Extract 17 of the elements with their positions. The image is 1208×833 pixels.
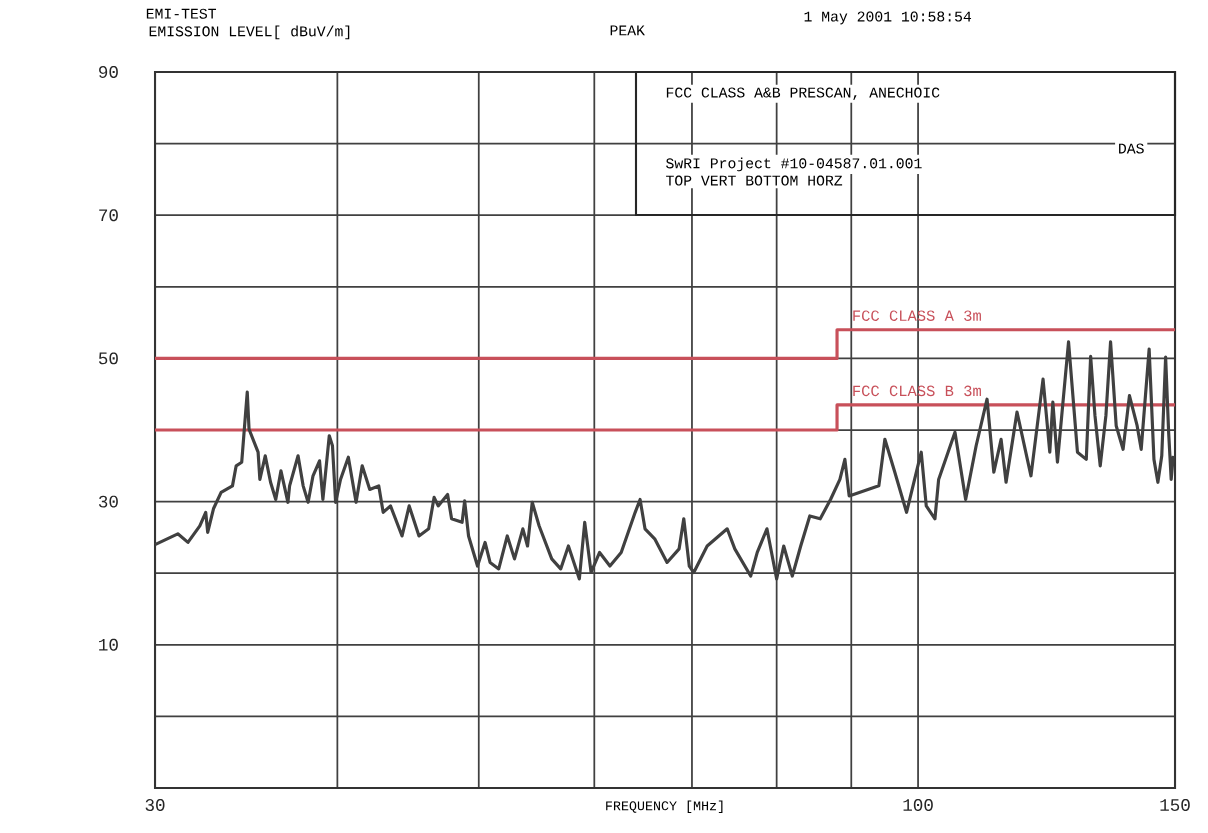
x-tick-label: 100 xyxy=(903,799,933,812)
annotation: DAS xyxy=(1119,143,1144,154)
x-tick-label: 30 xyxy=(145,799,165,812)
annotation: TOP VERT BOTTOM HORZ xyxy=(666,175,843,186)
x-axis-title: FREQUENCY [MHz] xyxy=(606,800,723,813)
text: PEAK xyxy=(610,25,645,36)
text: EMISSION LEVEL[ dBuV/m] xyxy=(149,25,350,40)
text: 1 May 2001 10:58:54 xyxy=(804,11,972,25)
y-tick-label: 10 xyxy=(99,638,118,651)
y-tick-label: 90 xyxy=(99,66,118,78)
annotation: FCC CLASS A&B PRESCAN, ANECHOIC xyxy=(666,87,940,101)
y-tick-label: 50 xyxy=(98,352,118,365)
y-tick-label: 70 xyxy=(99,209,118,222)
y-tick-label: 30 xyxy=(98,495,118,508)
x-tick-label: 150 xyxy=(1160,799,1190,812)
annotation: SwRI Project #10-04587.01.001 xyxy=(666,157,922,172)
chart-title: EMI-TEST xyxy=(146,8,217,19)
